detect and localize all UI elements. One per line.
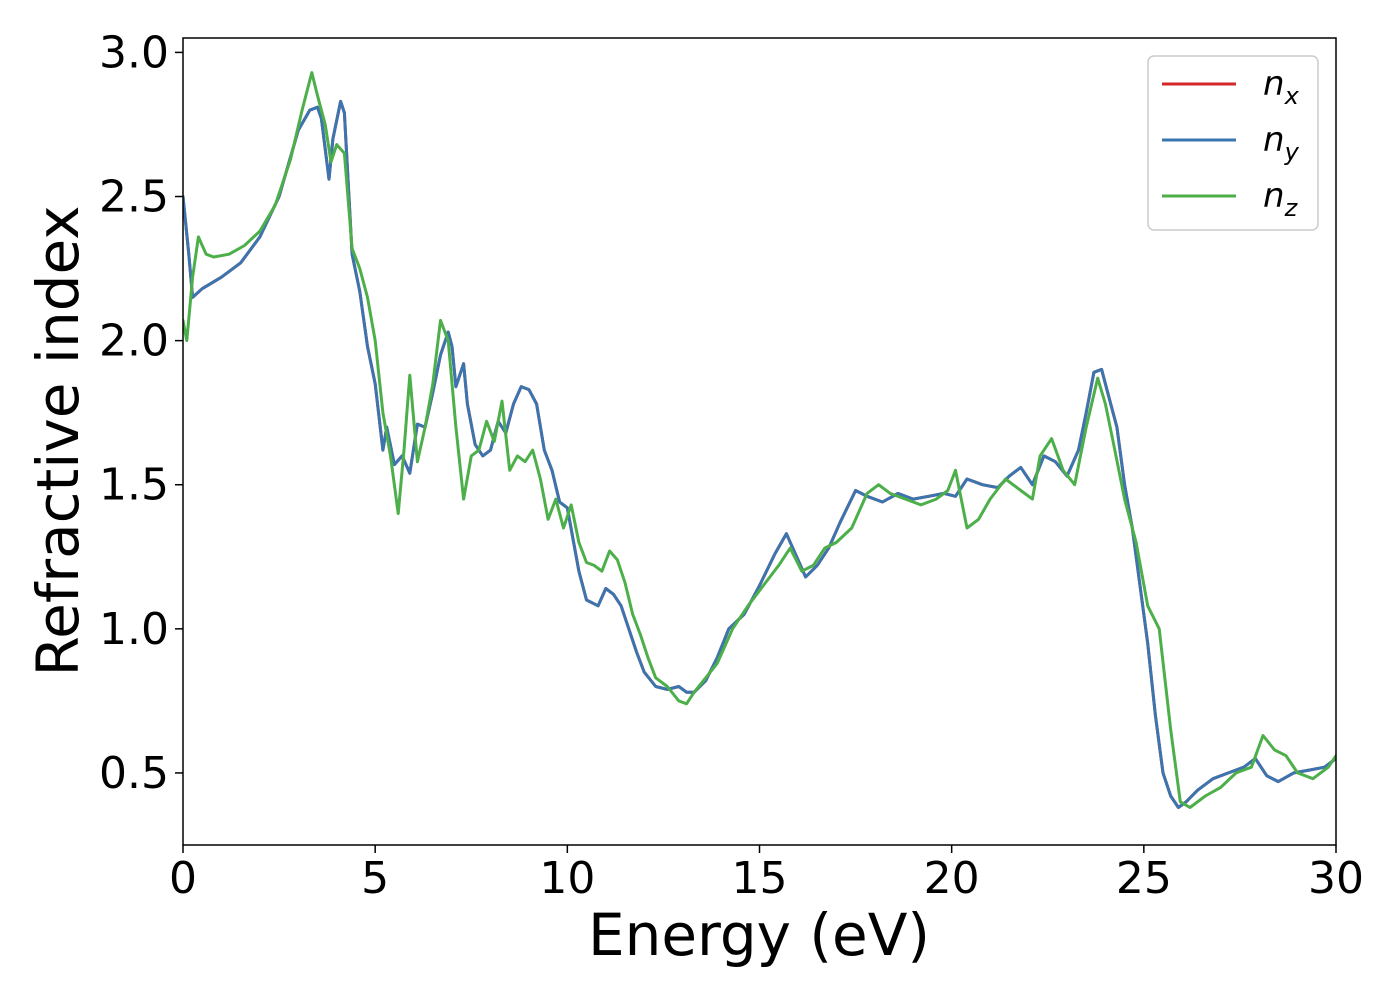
plot-lines xyxy=(183,71,1336,809)
y-axis-ticks: 0.5 1.0 1.5 2.0 2.5 3.0 xyxy=(99,27,183,799)
x-axis-label: Energy (eV) xyxy=(588,901,930,969)
x-tick-label: 0 xyxy=(169,853,197,904)
y-tick-label: 1.0 xyxy=(99,604,169,655)
y-tick-label: 2.5 xyxy=(99,172,169,223)
y-tick-label: 2.0 xyxy=(99,316,169,367)
x-tick-label: 5 xyxy=(361,853,389,904)
x-tick-label: 15 xyxy=(732,853,788,904)
y-axis-label: Refractive index xyxy=(24,205,92,676)
y-tick-label: 1.5 xyxy=(99,460,169,511)
y-tick-label: 0.5 xyxy=(99,748,169,799)
x-tick-label: 30 xyxy=(1308,853,1364,904)
legend: nx ny nz xyxy=(1147,55,1319,231)
x-axis-ticks: 0 5 10 15 20 25 30 xyxy=(169,845,1364,904)
series-line-nz xyxy=(183,71,1336,809)
x-tick-label: 10 xyxy=(539,853,595,904)
x-tick-label: 25 xyxy=(1116,853,1172,904)
series-line-ny xyxy=(183,99,1336,809)
legend-label-nx: nx xyxy=(1263,64,1300,110)
legend-label-nz: nz xyxy=(1263,176,1299,222)
legend-label-ny: ny xyxy=(1263,120,1300,166)
y-tick-label: 3.0 xyxy=(99,27,169,78)
legend-box xyxy=(1147,55,1319,231)
x-tick-label: 20 xyxy=(924,853,980,904)
